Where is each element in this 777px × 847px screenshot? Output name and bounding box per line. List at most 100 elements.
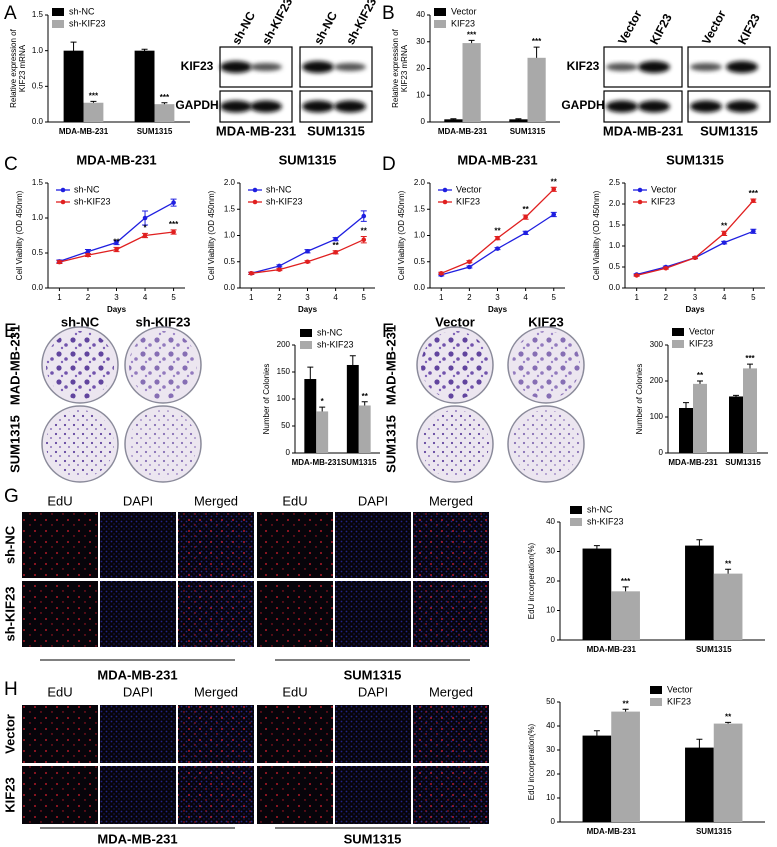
error-bar — [360, 210, 367, 222]
row-label: KIF23 — [567, 59, 600, 73]
point — [85, 252, 91, 258]
y-tick-label: 1.5 — [609, 220, 621, 229]
micrograph-layer — [413, 512, 489, 578]
legend-label: KIF23 — [451, 18, 475, 28]
x-tick-label: 5 — [362, 293, 367, 302]
blot-band — [690, 63, 722, 71]
y-axis-label: KIF23 mRNA — [400, 44, 409, 92]
bar — [685, 747, 714, 822]
legend-label: Vector — [451, 6, 477, 16]
y-tick-label: 30 — [546, 745, 555, 754]
y-tick-label: 0 — [421, 117, 426, 126]
micrograph-layer — [257, 705, 333, 763]
micrograph-layer — [335, 766, 411, 824]
y-tick-label: 40 — [546, 721, 555, 730]
column-label: sh-KIF23 — [136, 314, 191, 329]
lane-label: sh-KIF23 — [259, 0, 295, 47]
micrograph-layer — [335, 581, 411, 647]
row-label: MAD-MB-231 — [383, 325, 398, 405]
column-label: KIF23 — [528, 314, 563, 329]
micrograph-layer — [413, 581, 489, 647]
micrograph-layer — [22, 512, 98, 578]
bar — [713, 573, 743, 640]
point — [305, 248, 310, 254]
bar — [509, 119, 528, 122]
y-tick-label: 1.0 — [32, 213, 44, 222]
legend-marker — [252, 199, 258, 205]
point — [171, 229, 176, 235]
y-axis-label: Relative expression of — [391, 28, 400, 107]
point — [721, 240, 727, 245]
micrograph-layer — [413, 766, 489, 824]
point — [495, 246, 500, 251]
cell-line-label: SUM1315 — [700, 123, 758, 138]
significance: *** — [749, 189, 759, 198]
legend-marker — [252, 187, 258, 193]
point — [142, 233, 148, 238]
point — [523, 230, 528, 236]
y-tick-label: 0.0 — [414, 283, 426, 292]
cell-line-label: SUM1315 — [344, 667, 402, 682]
y-axis-label: Cell Viability (OD 450nm) — [15, 190, 24, 280]
point — [663, 265, 669, 271]
colonies — [129, 331, 197, 399]
x-tick-label: SUM1315 — [137, 127, 173, 136]
x-axis-label: Days — [107, 305, 127, 314]
x-tick-label: 4 — [333, 293, 338, 302]
micrograph-layer — [100, 705, 176, 763]
legend-swatch — [672, 340, 684, 348]
row-label: GAPDH — [175, 98, 218, 112]
micrograph-layer — [335, 705, 411, 763]
blot-band — [302, 100, 334, 113]
significance: ** — [494, 227, 501, 236]
significance: ** — [551, 177, 558, 186]
y-tick-label: 0.5 — [224, 257, 236, 266]
legend-swatch — [52, 20, 64, 28]
bar — [154, 104, 175, 122]
y-tick-label: 30 — [546, 547, 555, 556]
significance: ** — [622, 699, 629, 708]
legend-label: sh-NC — [587, 504, 613, 514]
bar — [693, 383, 707, 453]
lane-label: sh-KIF23 — [343, 0, 379, 47]
colonies — [421, 331, 489, 399]
blot-band — [606, 63, 638, 71]
point — [361, 237, 367, 242]
error-bar — [141, 48, 148, 53]
x-tick-label: 3 — [114, 293, 119, 302]
x-tick-label: 1 — [249, 293, 254, 302]
error-bar — [725, 568, 732, 579]
y-tick-label: 10 — [546, 606, 555, 615]
y-tick-label: 30 — [416, 37, 425, 46]
error-bar — [696, 539, 703, 552]
y-tick-label: 2.0 — [224, 178, 236, 187]
significance: * — [143, 224, 147, 233]
error-bar — [307, 366, 314, 392]
legend-marker — [637, 187, 643, 193]
legend-label: Vector — [651, 184, 677, 194]
micrograph-layer — [100, 581, 176, 647]
micrograph-layer — [257, 766, 333, 824]
y-axis-label: EdU incorperation(%) — [527, 723, 536, 800]
point — [171, 200, 176, 205]
legend-label: KIF23 — [456, 196, 480, 206]
blot-band — [726, 61, 758, 73]
y-tick-label: 10 — [416, 90, 425, 99]
y-tick-label: 0.0 — [32, 283, 44, 292]
point — [305, 259, 310, 265]
y-tick-label: 0 — [659, 448, 664, 457]
y-axis-label: EdU incorperation(%) — [527, 542, 536, 619]
bar — [358, 405, 371, 453]
micrograph-layer — [413, 705, 489, 763]
legend-marker — [442, 187, 448, 193]
point — [467, 264, 472, 270]
x-tick-label: SUM1315 — [696, 827, 732, 836]
error-bar — [361, 401, 368, 410]
legend-swatch — [672, 328, 684, 336]
y-tick-label: 1.5 — [414, 204, 426, 213]
cell-line-label: SUM1315 — [344, 831, 402, 846]
legend-label: KIF23 — [651, 196, 675, 206]
micrograph-layer — [257, 581, 333, 647]
point — [333, 236, 338, 242]
y-tick-label: 150 — [277, 367, 291, 376]
